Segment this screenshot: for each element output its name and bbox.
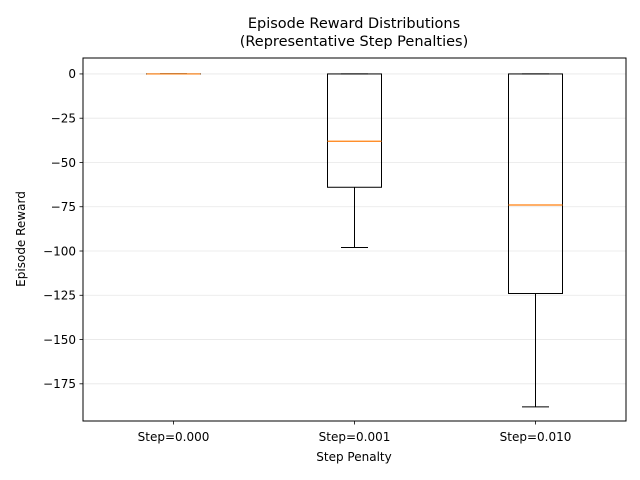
x-tick-label: Step=0.000	[138, 430, 210, 444]
y-tick-label: −25	[51, 112, 76, 126]
box-iqr	[327, 73, 382, 188]
y-tick-label: −75	[51, 200, 76, 214]
chart-title-line-2: (Representative Step Penalties)	[240, 34, 469, 50]
box-3	[508, 73, 563, 408]
y-tick-label: −100	[43, 244, 76, 258]
box-2	[327, 73, 382, 248]
x-tick-label: Step=0.001	[319, 430, 391, 444]
y-tick-label: −150	[43, 333, 76, 347]
box-layer	[146, 73, 563, 408]
grid-layer	[83, 73, 626, 385]
y-tick-label: −125	[43, 289, 76, 303]
y-tick-label: 0	[68, 67, 76, 81]
x-tick-label: Step=0.010	[500, 430, 572, 444]
y-axis-label: Episode Reward	[14, 191, 28, 287]
x-axis-label: Step Penalty	[316, 450, 391, 464]
y-tick-label: −50	[51, 156, 76, 170]
tick-layer: 0 −25 −50 −75 −100 −125 −150 −175 Step=0.000 Step…	[43, 67, 571, 444]
chart-title-line-1: Episode Reward Distributions	[248, 16, 460, 32]
plot-frame	[82, 57, 627, 422]
y-tick-label: −175	[43, 377, 76, 391]
box-iqr	[508, 73, 563, 295]
